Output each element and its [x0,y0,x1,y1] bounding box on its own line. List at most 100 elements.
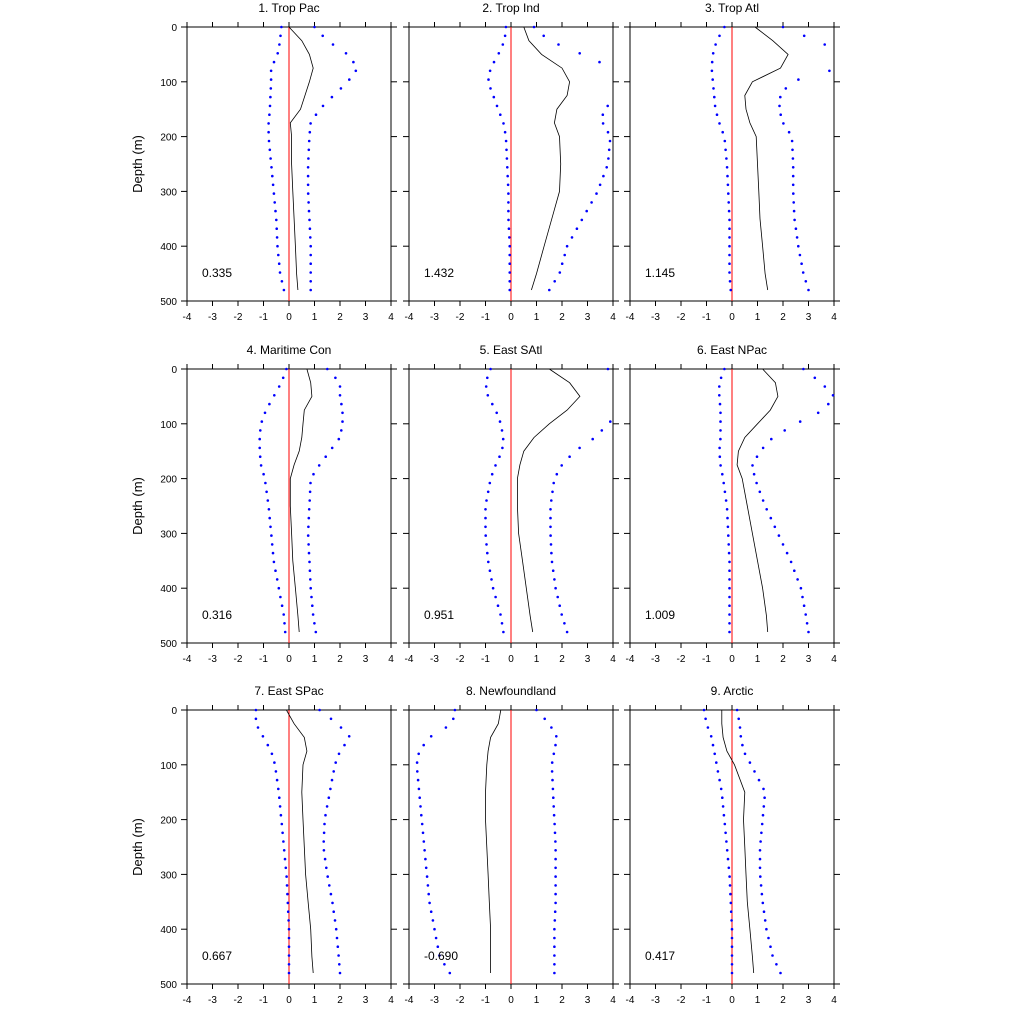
bound-dot [533,26,536,29]
x-tick-label: -3 [430,312,439,323]
bound-dot [719,464,722,467]
bound-dot [712,52,715,55]
x-tick-label: -4 [626,312,635,323]
bound-dot [543,718,546,721]
bound-dot [492,587,495,590]
median-profile-line [524,27,570,290]
bound-dot [505,149,508,152]
panel-title: 9. Arctic [711,684,754,698]
bound-dot [758,779,761,782]
correlation-value: -0.690 [424,949,458,963]
bound-dot [435,937,438,940]
x-tick-label: -4 [405,654,414,665]
bound-dot [487,78,490,81]
bound-dot [552,569,555,572]
bound-dot [728,227,731,230]
bound-dot [737,718,740,721]
bound-dot [323,849,326,852]
bound-dot [728,262,731,265]
bound-dot [548,289,551,292]
bound-dot [432,919,435,922]
bound-dot [308,140,311,143]
x-tick-label: 1 [534,995,540,1006]
bound-dot [741,744,744,747]
bound-dot [729,884,732,887]
lower-bound-dots [255,709,291,975]
bound-dot [487,491,490,494]
bound-dot [427,893,430,896]
bound-dot [713,96,716,99]
bound-dot [281,280,284,283]
bound-dot [501,429,504,432]
bound-dot [288,954,291,957]
panel-4: 4. Maritime Con0100200300400500-4 -3 -2 -1 0… [130,343,397,665]
bound-dot [779,113,782,116]
bound-dot [334,377,337,380]
bound-dot [259,455,262,458]
bound-dot [275,770,278,773]
bound-dot [803,35,806,38]
bound-dot [278,262,281,265]
bound-dot [563,254,566,257]
bound-dot [602,175,605,178]
bound-dot [496,105,499,108]
bound-dot [284,631,287,634]
panel-3: 3. Trop Atl-4 -3 -2 -1 0 1 2 3 41.145 [624,1,840,323]
bound-dot [549,534,552,537]
x-tick-label: 4 [610,312,616,323]
bound-dot [727,543,730,546]
bound-dot [307,166,310,169]
bound-dot [287,910,290,913]
upper-bound-dots [533,26,612,292]
bound-dot [814,377,817,380]
bound-dot [704,718,707,721]
bound-dot [308,508,311,511]
bound-dot [502,438,505,441]
bound-dot [729,893,732,896]
bound-dot [334,919,337,922]
bound-dot [268,140,271,143]
bound-dot [274,210,277,213]
x-tick-label: -4 [183,995,192,1006]
bound-dot [504,131,507,134]
bound-dot [508,227,511,230]
bound-dot [730,919,733,922]
bound-dot [332,910,335,913]
y-tick-label: 100 [160,420,177,431]
bound-dot [549,517,552,520]
upper-bound-dots [736,709,782,975]
bound-dot [724,491,727,494]
bound-dot [308,561,311,564]
panel-8: 8. Newfoundland-4 -3 -2 -1 0 1 2 3 4-0.690 [403,684,619,1006]
bound-dot [606,105,609,108]
bound-dot [272,552,275,555]
bound-dot [270,87,273,90]
bound-dot [279,271,282,274]
bound-dot [797,245,800,248]
bound-dot [802,368,805,371]
bound-dot [331,447,334,450]
x-tick-label: -2 [234,654,243,665]
bound-dot [552,482,555,485]
panel-7: 7. East SPac0100200300400500-4 -3 -2 -1 0 1 2 3… [130,684,397,1006]
bound-dot [554,875,557,878]
bound-dot [285,875,288,878]
bound-dot [423,840,426,843]
bound-dot [556,473,559,476]
y-tick-label: 100 [160,78,177,89]
x-tick-label: -2 [456,312,465,323]
bound-dot [508,280,511,283]
x-tick-label: 4 [388,654,394,665]
bound-dot [285,867,288,870]
bound-dot [566,631,569,634]
y-axis-label: Depth (m) [130,477,145,535]
bound-dot [760,884,763,887]
bound-dot [553,814,556,817]
bound-dot [718,447,721,450]
bound-dot [283,622,286,625]
y-tick-label: 400 [160,584,177,595]
bound-dot [765,508,768,511]
bound-dot [552,805,555,808]
bound-dot [308,517,311,520]
